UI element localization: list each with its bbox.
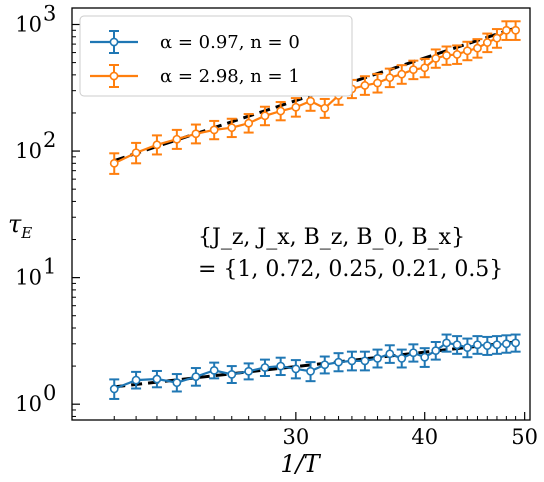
- data-point: [492, 340, 502, 350]
- data-point: [191, 129, 201, 139]
- data-point: [431, 346, 441, 356]
- data-point: [420, 63, 430, 73]
- annotation-line-1: {J_z, J_x, B_z, B_0, B_x}: [198, 225, 465, 250]
- data-point: [260, 111, 270, 121]
- data-point: [473, 340, 482, 350]
- data-point: [385, 73, 395, 83]
- data-point: [482, 38, 492, 47]
- data-point: [501, 25, 511, 35]
- parameter-annotation: {J_z, J_x, B_z, B_0, B_x} = {1, 0.72, 0.…: [198, 225, 503, 282]
- data-point: [152, 374, 162, 384]
- annotation-line-2: = {1, 0.72, 0.25, 0.21, 0.5}: [198, 257, 503, 282]
- x-tick-label: 40: [411, 425, 438, 449]
- y-tick-label: 10: [15, 392, 42, 416]
- data-point: [109, 158, 119, 168]
- y-tick-label: 10: [15, 12, 42, 36]
- data-point: [473, 43, 482, 53]
- data-point: [442, 50, 451, 60]
- data-point: [172, 378, 182, 388]
- legend: α = 0.97, n = 0 α = 2.98, n = 1: [79, 15, 353, 97]
- data-point: [152, 140, 162, 150]
- data-point: [334, 357, 343, 367]
- y-axis-label: τE: [8, 210, 32, 242]
- legend-item-0: α = 0.97, n = 0: [90, 30, 300, 54]
- data-point: [227, 123, 237, 133]
- data-point: [452, 50, 462, 59]
- data-point: [452, 340, 462, 350]
- legend-item-1: α = 2.98, n = 1: [90, 64, 300, 88]
- data-point: [191, 372, 201, 382]
- data-point: [131, 375, 141, 385]
- y-tick-label: 10: [15, 139, 42, 163]
- data-point: [347, 356, 357, 366]
- data-point: [408, 65, 418, 75]
- data-point: [291, 364, 301, 374]
- data-point: [360, 81, 370, 90]
- data-point: [397, 354, 407, 363]
- data-point: [276, 106, 286, 116]
- y-tick-exponent: 2: [43, 128, 56, 152]
- data-point: [462, 343, 472, 352]
- data-point: [385, 349, 395, 359]
- data-point: [431, 53, 441, 63]
- legend-box: [79, 15, 353, 97]
- data-point: [244, 118, 254, 128]
- data-point: [501, 339, 511, 349]
- data-point: [109, 384, 119, 394]
- data-point: [227, 369, 237, 379]
- data-point: [408, 348, 418, 358]
- data-point: [306, 366, 315, 376]
- data-point: [462, 46, 472, 56]
- data-point: [511, 338, 521, 348]
- data-point: [306, 96, 315, 106]
- data-point: [320, 360, 330, 370]
- data-point: [373, 354, 382, 363]
- x-tick-label: 30: [282, 425, 309, 449]
- legend-label: α = 2.98, n = 1: [160, 66, 300, 87]
- data-point: [276, 361, 286, 371]
- legend-label: α = 0.97, n = 0: [160, 32, 300, 53]
- series-0: [109, 333, 521, 400]
- y-tick-exponent: 0: [43, 381, 56, 405]
- y-tick-exponent: 3: [43, 1, 56, 25]
- data-point: [172, 134, 182, 144]
- data-point: [291, 102, 301, 112]
- y-tick-exponent: 1: [43, 255, 56, 279]
- legend-swatch-marker: [109, 37, 119, 47]
- data-point: [260, 363, 270, 372]
- data-point: [320, 103, 330, 113]
- x-axis-label: 1/T: [280, 450, 321, 478]
- data-point: [420, 352, 430, 362]
- data-point: [209, 125, 219, 135]
- data-point: [492, 33, 502, 43]
- x-tick-label: 50: [511, 425, 538, 449]
- data-point: [397, 69, 407, 79]
- data-point: [244, 366, 254, 376]
- legend-swatch-marker: [109, 71, 119, 81]
- y-tick-label: 10: [15, 266, 42, 290]
- data-point: [360, 356, 370, 366]
- data-point: [511, 25, 521, 35]
- data-point: [373, 78, 382, 88]
- plot-frame: [71, 7, 531, 421]
- data-point: [209, 365, 219, 375]
- data-point: [442, 338, 451, 348]
- data-point: [482, 341, 492, 351]
- data-point: [131, 148, 141, 158]
